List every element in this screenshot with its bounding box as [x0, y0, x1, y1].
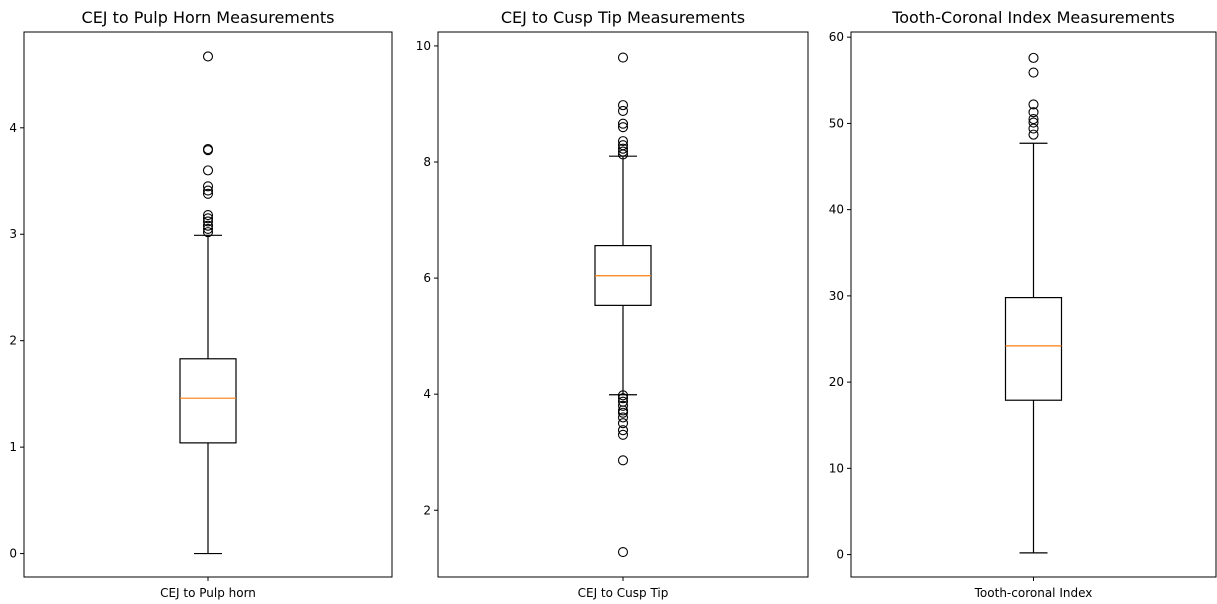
outlier-point: [617, 400, 629, 411]
outlier-point: [202, 223, 214, 234]
outlier-point: [617, 52, 629, 63]
chart-panel-2: CEJ to Cusp Tip Measurements 2 4 6 8 10 CEJ to…: [416, 8, 809, 600]
outlier-point: [202, 51, 214, 62]
outlier-point: [202, 210, 214, 221]
iqr-box: [179, 358, 237, 444]
outlier-point: [617, 425, 629, 436]
outlier-point: [617, 407, 629, 418]
chart-title: Tooth-Coronal Index Measurements: [891, 8, 1175, 27]
y-tick-label: 2: [9, 334, 17, 348]
outlier-point: [1028, 129, 1039, 140]
chart-title: CEJ to Cusp Tip Measurements: [501, 8, 745, 27]
outlier-point: [617, 393, 629, 404]
outlier-point: [617, 136, 629, 147]
outlier-point: [617, 429, 629, 440]
outlier-point: [202, 220, 214, 231]
outlier-point: [1028, 114, 1039, 125]
y-tick-label: 6: [423, 271, 431, 285]
outlier-point: [617, 390, 629, 401]
outlier-point: [617, 146, 629, 157]
outlier-point: [202, 181, 214, 192]
outlier-point: [617, 396, 629, 407]
outlier-point: [617, 122, 629, 133]
y-tick-label: 20: [829, 375, 844, 389]
outlier-point: [617, 140, 629, 151]
outlier-point: [1028, 117, 1039, 128]
y-tick-label: 2: [423, 503, 431, 517]
y-tick-label: 40: [829, 203, 844, 217]
y-tick-label: 10: [416, 39, 431, 53]
outlier-point: [1028, 52, 1039, 63]
y-tick-label: 60: [829, 30, 844, 44]
outlier-point: [202, 185, 214, 196]
outlier-point: [617, 100, 629, 111]
outlier-point: [617, 143, 629, 154]
outlier-point: [202, 144, 214, 155]
outlier-point: [202, 227, 214, 238]
outlier-point: [617, 546, 629, 558]
y-tick-label: 3: [9, 227, 17, 241]
y-tick-label: 1: [9, 440, 17, 454]
y-tick-label: 50: [829, 116, 844, 130]
x-category-label: CEJ to Pulp horn: [160, 586, 256, 600]
outlier-point: [1028, 107, 1039, 118]
x-category-label: CEJ to Cusp Tip: [578, 586, 669, 600]
outlier-point: [617, 118, 629, 129]
outlier-point: [1028, 99, 1039, 110]
outlier-point: [617, 418, 629, 429]
chart-title: CEJ to Pulp Horn Measurements: [82, 8, 335, 27]
outlier-point: [202, 165, 214, 176]
outlier-point: [202, 188, 214, 199]
y-tick-label: 8: [423, 155, 431, 169]
chart-panel-3: Tooth-Coronal Index Measurements 0 10 20 30 4…: [829, 8, 1217, 600]
x-category-label: Tooth-coronal Index: [974, 586, 1093, 600]
axes-frame: [437, 31, 809, 578]
y-tick-label: 30: [829, 289, 844, 303]
outlier-point: [617, 105, 629, 116]
chart-panel-1: CEJ to Pulp Horn Measurements 0 1 2 3 4 CEJ to…: [9, 8, 393, 600]
outlier-point: [202, 213, 214, 224]
outlier-point: [202, 216, 214, 227]
y-tick-label: 4: [9, 121, 17, 135]
y-tick-label: 10: [829, 461, 844, 475]
outlier-point: [1028, 67, 1039, 78]
y-tick-label: 0: [836, 548, 844, 562]
y-tick-label: 0: [9, 547, 17, 561]
outlier-point: [617, 455, 629, 466]
iqr-box: [1004, 297, 1063, 401]
outlier-point: [617, 412, 629, 423]
y-tick-label: 4: [423, 387, 431, 401]
